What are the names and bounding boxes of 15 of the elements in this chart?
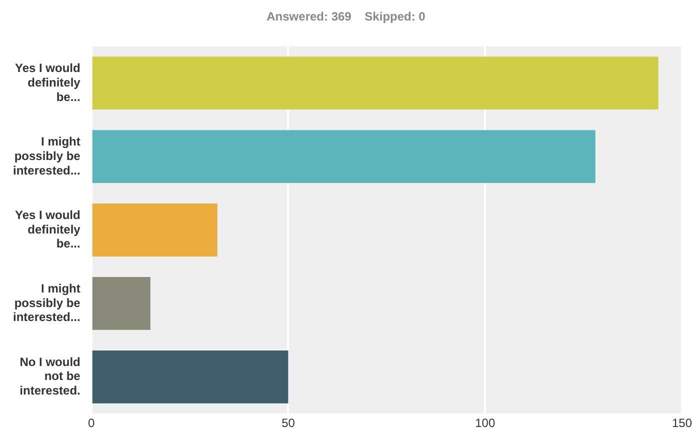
bar (92, 277, 150, 330)
x-tick-label: 0 (88, 416, 96, 430)
x-tick-label: 50 (282, 416, 296, 430)
y-tick-label: I might possibly be interested... (12, 134, 81, 178)
bar (92, 130, 596, 183)
bar (92, 56, 658, 110)
y-tick-label: I might possibly be interested... (12, 281, 81, 324)
chart-title: Answered: 369 Skipped: 0 (266, 10, 426, 24)
x-tick-label: 150 (672, 416, 692, 430)
y-tick-label: Yes I would definitely be... (14, 208, 81, 251)
y-tick-label: Yes I would definitely be... (14, 61, 81, 104)
y-tick-label: No I would not be interested. (20, 354, 81, 398)
bar (92, 204, 218, 256)
bar (92, 350, 288, 404)
x-tick-label: 100 (475, 416, 496, 430)
